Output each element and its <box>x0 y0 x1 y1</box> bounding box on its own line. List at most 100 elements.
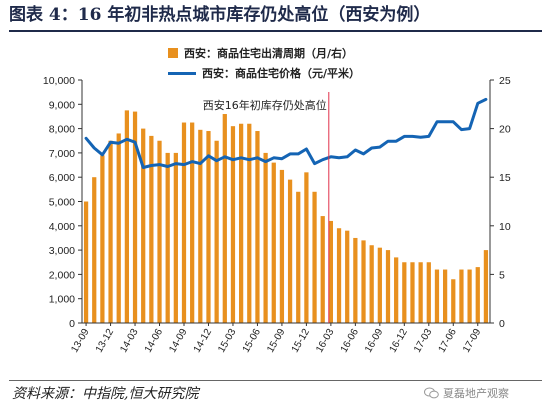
bar <box>328 220 334 323</box>
bar <box>141 128 146 323</box>
bar <box>165 152 170 323</box>
bar <box>353 237 358 323</box>
bar <box>206 131 211 323</box>
bar <box>238 123 244 324</box>
legend-label-line: 西安：商品住宅价格（元/平米） <box>202 67 361 80</box>
x-tick-label: 16-06 <box>339 327 362 355</box>
bar <box>467 269 472 323</box>
y-right-tick-label: 15 <box>499 172 511 184</box>
bar <box>426 262 431 323</box>
legend-label-bar: 西安：商品住宅出清周期（月/右） <box>184 47 354 60</box>
bar <box>230 126 236 323</box>
bar <box>296 191 301 323</box>
axes: 0 1,000 2,000 3,000 4,000 5,000 6,000 7,000 8,00… <box>43 75 511 355</box>
y-right-tick-label: 25 <box>499 75 511 87</box>
bar <box>320 216 325 323</box>
y-right-tick-label: 0 <box>499 318 505 330</box>
y-right-tick-label: 20 <box>499 124 511 136</box>
y-right-tick-label: 10 <box>499 221 511 233</box>
bar <box>410 262 415 323</box>
bar <box>475 267 480 323</box>
bar <box>132 111 138 323</box>
x-tick-label: 15-03 <box>216 327 239 355</box>
bar <box>263 152 268 323</box>
y-left-tick-label: 0 <box>69 318 75 330</box>
x-tick-label: 14-06 <box>143 327 166 355</box>
bar <box>83 201 89 323</box>
legend: 西安：商品住宅出清周期（月/右） 西安：商品住宅价格（元/平米） <box>168 43 360 83</box>
bar <box>394 257 399 323</box>
bar <box>459 269 464 323</box>
x-tick-label: 14-12 <box>192 327 215 355</box>
y-right-tick-label: 5 <box>499 269 505 281</box>
bar <box>271 162 276 323</box>
legend-swatch-line <box>168 71 196 75</box>
title-divider <box>9 30 542 32</box>
bar <box>312 191 317 323</box>
y-left-tick-label: 9,000 <box>49 99 75 111</box>
y-left-tick-label: 10,000 <box>43 75 75 87</box>
x-tick-label: 16-12 <box>388 327 411 355</box>
page-title: 图表 4：16 年初非热点城市库存仍处高位（西安为例） <box>9 5 431 25</box>
bar <box>451 279 456 323</box>
bar <box>279 169 285 323</box>
x-tick-label: 13-12 <box>94 327 117 355</box>
bar <box>247 123 252 324</box>
bar <box>434 269 440 323</box>
bar <box>304 172 309 323</box>
y-left-tick-label: 1,000 <box>49 294 75 306</box>
y-left-tick-label: 3,000 <box>49 245 75 257</box>
bar <box>222 114 227 324</box>
y-left-tick-label: 7,000 <box>49 148 75 160</box>
y-left-tick-label: 6,000 <box>49 172 75 184</box>
y-left-tick-label: 2,000 <box>49 269 75 281</box>
x-tick-label: 17-06 <box>437 327 460 355</box>
x-tick-label: 17-09 <box>461 327 484 355</box>
bar <box>336 228 342 323</box>
bar <box>116 133 121 323</box>
legend-item-bar: 西安：商品住宅出清周期（月/右） <box>168 43 360 63</box>
y-left-tick-label: 8,000 <box>49 124 75 136</box>
bar <box>369 245 374 323</box>
bar <box>377 247 382 323</box>
bar <box>190 122 195 324</box>
bar <box>255 131 260 323</box>
bar <box>149 135 154 323</box>
bar <box>483 250 489 323</box>
legend-swatch-bar <box>168 48 178 58</box>
bar <box>108 140 113 323</box>
bar <box>442 269 448 323</box>
watermark-text: 夏磊地产观察 <box>443 387 509 400</box>
y-left-tick-label: 5,000 <box>49 197 75 209</box>
footer-divider <box>9 380 542 381</box>
annotation-group: 西安16年初库存仍处高位 <box>203 92 330 323</box>
bar <box>181 122 187 324</box>
price-line <box>84 97 488 169</box>
y-left-tick-label: 4,000 <box>49 221 75 233</box>
bar <box>198 129 203 323</box>
bar <box>157 140 162 323</box>
bar <box>361 240 366 323</box>
bar <box>124 110 130 323</box>
x-tick-label: 13-09 <box>69 327 92 355</box>
legend-item-line: 西安：商品住宅价格（元/平米） <box>168 63 360 83</box>
x-tick-label: 14-09 <box>167 327 190 355</box>
x-tick-label: 15-06 <box>241 327 264 355</box>
x-tick-label: 14-03 <box>118 327 141 355</box>
bar <box>92 177 97 323</box>
x-tick-label: 16-09 <box>363 327 386 355</box>
wechat-icon <box>424 387 439 399</box>
x-tick-label: 15-09 <box>265 327 288 355</box>
bar-series <box>83 110 489 324</box>
watermark: 夏磊地产观察 <box>424 385 509 401</box>
bar <box>214 140 219 323</box>
x-tick-label: 17-03 <box>412 327 435 355</box>
bar <box>173 152 178 323</box>
bar <box>345 230 350 323</box>
annotation-text: 西安16年初库存仍处高位 <box>203 98 327 112</box>
x-tick-label: 16-03 <box>314 327 337 355</box>
bar <box>418 262 423 323</box>
bar <box>287 179 293 323</box>
bar <box>385 250 391 323</box>
x-tick-label: 15-12 <box>290 327 313 355</box>
